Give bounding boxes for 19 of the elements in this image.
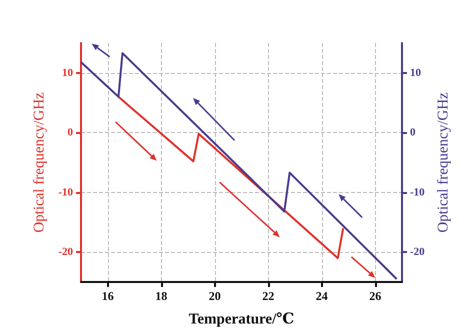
line-series: [80, 52, 398, 280]
y2-tick-label: 10: [410, 66, 422, 79]
y-tick-label: -20: [58, 246, 74, 258]
y2-tick-label: -20: [410, 246, 426, 258]
x-tick-label: 22: [262, 289, 274, 303]
y-tick-label: -10: [58, 186, 74, 198]
x-tick-label: 18: [155, 289, 168, 303]
x-tick-label: 26: [369, 289, 382, 303]
x-tick-label: 16: [102, 289, 114, 303]
line-series: [117, 96, 344, 260]
x-tick-label: 20: [208, 289, 221, 303]
y2-tick-label: 0: [410, 126, 416, 139]
y-tick-label: 10: [62, 66, 74, 79]
x-axis-title: Temperature/℃: [188, 312, 294, 328]
x-tick-label: 24: [316, 289, 328, 303]
y2-tick-label: -10: [410, 186, 426, 198]
y-axis-title: Optical frequency/GHz: [32, 92, 48, 233]
y2-axis-title: Optical frequency/GHz: [436, 92, 452, 233]
y-tick-label: 0: [68, 126, 74, 139]
